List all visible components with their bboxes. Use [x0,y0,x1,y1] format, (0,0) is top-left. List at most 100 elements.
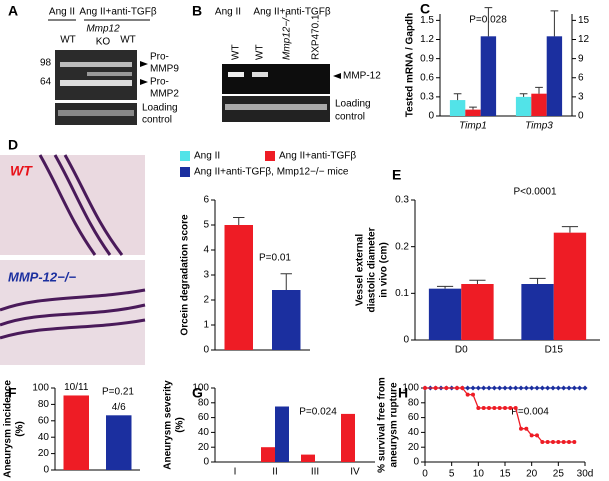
y-axis-label: Orcein degradation score [180,214,191,336]
marker [529,385,535,391]
annotation: P=0.004 [511,407,549,418]
error-bar [280,273,292,290]
marker [550,385,556,391]
marker [465,385,471,391]
marker [513,385,519,391]
marker [524,426,529,431]
bar [515,96,532,116]
loading-label: Loading [335,99,371,110]
error-bar [535,86,543,94]
marker [551,440,555,445]
arrow [333,73,341,79]
band-label: Pro- [150,52,169,63]
bar [224,225,253,350]
bar [272,290,301,350]
gel-band [87,72,132,76]
marker [486,385,492,391]
value-label: 4/6 [112,402,126,413]
y-tick-label: 0.2 [395,241,409,252]
y2-tick-label: 0 [578,111,584,122]
marker [508,405,513,410]
marker [455,386,459,390]
y2-tick-label: 12 [578,34,590,45]
band-label: MMP2 [150,89,179,100]
y-axis-label: Aneurysm incidence [3,380,14,478]
marker [491,385,497,391]
y-axis-label: in vivo (cm) [379,242,390,298]
x-tick-label: Timp1 [459,121,487,132]
gel-band [58,110,134,116]
y-axis-label: % survival free from [377,377,388,473]
image-label: MMP-12−/− [8,269,76,284]
y-tick-label: 20 [38,448,50,459]
error-bar [436,285,454,289]
marker [497,405,502,410]
marker [529,433,534,438]
legend-swatch [180,167,190,177]
group-label: Ang II [215,7,241,18]
x-tick-label: IV [350,467,360,478]
lane-label: WT [60,35,76,46]
x-tick-label: 10 [473,469,485,480]
panel-letter: H [398,385,408,401]
y-tick-label: 20 [408,442,420,453]
x-tick-label: Timp3 [525,121,553,132]
y-axis-label: (%) [15,421,26,437]
error-bar [453,93,462,101]
bar [275,406,289,462]
marker [540,440,545,445]
marker [582,385,588,391]
lane-label: Mmp12−/− [282,12,293,60]
gel-band [60,80,132,86]
series-line [425,387,575,443]
bar [63,395,89,470]
bar [341,413,355,462]
x-tick-label: 5 [449,469,455,480]
bar [521,284,554,340]
y-axis-label: aneurysm rupture [389,382,400,467]
error-bar [529,277,546,284]
x-tick-label: 15 [499,469,511,480]
gel-band [228,72,244,77]
y-tick-label: 0 [203,457,209,468]
marker [507,385,513,391]
legend-swatch [265,151,275,161]
panel-letter: C [420,1,430,17]
group-label: Ang II+anti-TGFβ [79,7,156,18]
gel-band [60,62,132,67]
marker [471,392,475,397]
bar [553,232,587,340]
marker [566,385,572,391]
marker [561,440,566,445]
annotation: P=0.024 [299,407,337,418]
y-tick-label: 3 [203,270,209,281]
image-label: WT [10,163,33,179]
marker [523,385,529,391]
y-tick-label: 1.5 [420,15,434,26]
value-label: 10/11 [64,382,89,393]
panel-letter: E [392,167,401,183]
marker [475,385,481,391]
marker [481,385,487,391]
marker [423,386,427,390]
marker [519,426,523,431]
group-label: Ang II [49,7,75,18]
marker [513,405,518,410]
bar [465,109,481,116]
marker [476,405,481,410]
size-marker: 64 [40,77,52,88]
elastin-fiber [0,288,146,340]
marker [470,385,476,391]
panel-letter: D [8,137,18,153]
bar [531,93,547,116]
y-tick-label: 1.2 [420,34,434,45]
marker [481,405,486,410]
lane-label: WT [255,44,266,60]
y-axis-label: Tested mRNA / Gapdh [405,13,416,117]
x-tick-label: 0 [422,469,428,480]
y-tick-label: 60 [408,412,420,423]
y-tick-label: 0 [403,335,409,346]
marker [571,385,577,391]
y-axis-label: Aneurysm severity [163,380,174,470]
